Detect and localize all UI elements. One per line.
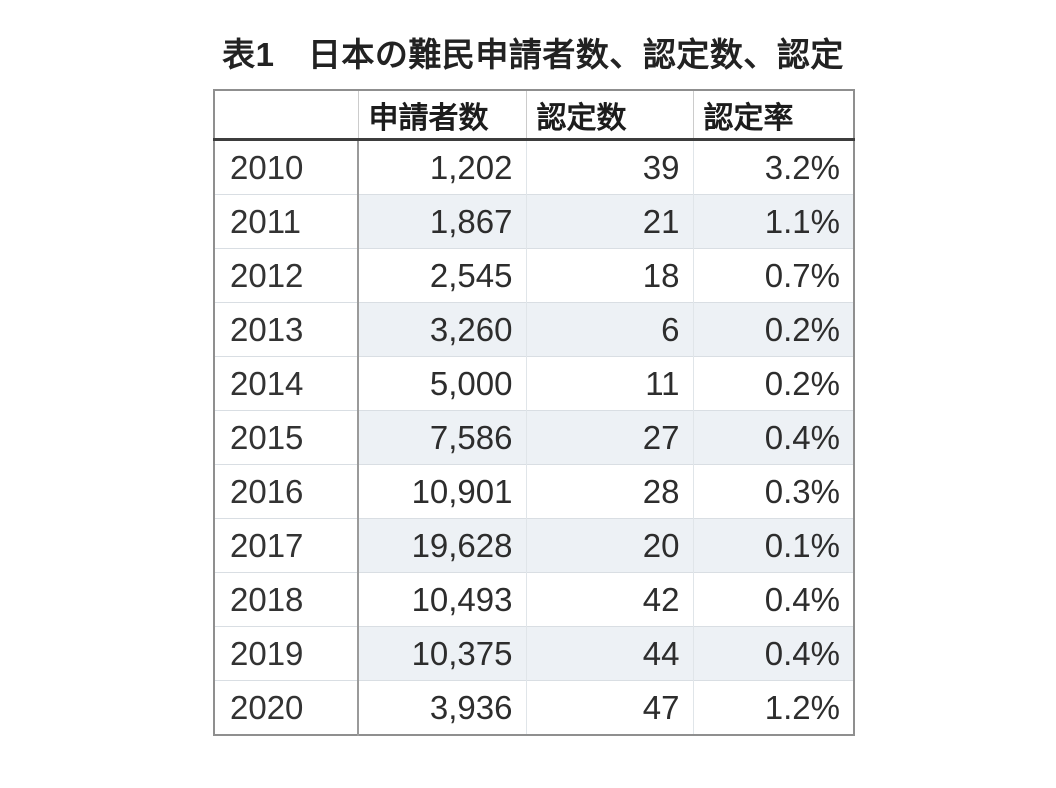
header-recognized: 認定数 [525, 90, 693, 141]
rate-cell: 3.2% [692, 139, 854, 195]
year-cell: 2013 [214, 302, 358, 357]
recognized-cell: 21 [525, 194, 693, 249]
applicants-cell: 3,936 [357, 680, 526, 735]
year-cell: 2017 [214, 518, 358, 573]
recognized-cell: 44 [525, 626, 693, 681]
rate-cell: 0.7% [692, 248, 854, 303]
recognized-cell: 28 [525, 464, 693, 519]
year-cell: 2020 [214, 680, 358, 735]
recognized-cell: 39 [525, 139, 693, 195]
table-row: 2018 10,493 42 0.4% [214, 572, 854, 627]
applicants-cell: 10,375 [357, 626, 526, 681]
applicants-cell: 2,545 [357, 248, 526, 303]
applicants-cell: 3,260 [357, 302, 526, 357]
rate-cell: 1.1% [692, 194, 854, 249]
year-cell: 2012 [214, 248, 358, 303]
applicants-cell: 10,493 [357, 572, 526, 627]
header-row: 申請者数 認定数 認定率 [214, 90, 854, 141]
year-cell: 2010 [214, 139, 358, 195]
header-applicants: 申請者数 [357, 90, 526, 141]
table-row: 2017 19,628 20 0.1% [214, 518, 854, 573]
header-year [214, 90, 358, 141]
rate-cell: 1.2% [692, 680, 854, 735]
applicants-cell: 19,628 [357, 518, 526, 573]
applicants-cell: 7,586 [357, 410, 526, 465]
rate-cell: 0.4% [692, 572, 854, 627]
year-cell: 2016 [214, 464, 358, 519]
table-row: 2011 1,867 21 1.1% [214, 194, 854, 249]
applicants-cell: 10,901 [357, 464, 526, 519]
rate-cell: 0.1% [692, 518, 854, 573]
recognized-cell: 20 [525, 518, 693, 573]
year-cell: 2011 [214, 194, 358, 249]
table-row: 2016 10,901 28 0.3% [214, 464, 854, 519]
rate-cell: 0.2% [692, 356, 854, 411]
rate-cell: 0.3% [692, 464, 854, 519]
table-row: 2019 10,375 44 0.4% [214, 626, 854, 681]
table-row: 2010 1,202 39 3.2% [214, 139, 854, 195]
applicants-cell: 1,202 [357, 139, 526, 195]
table-title: 表1 日本の難民申請者数、認定数、認定 [222, 36, 844, 73]
recognized-cell: 11 [525, 356, 693, 411]
year-cell: 2015 [214, 410, 358, 465]
recognized-cell: 18 [525, 248, 693, 303]
year-cell: 2018 [214, 572, 358, 627]
rate-cell: 0.2% [692, 302, 854, 357]
header-rate: 認定率 [692, 90, 854, 141]
applicants-cell: 5,000 [357, 356, 526, 411]
rate-cell: 0.4% [692, 410, 854, 465]
table-row: 2015 7,586 27 0.4% [214, 410, 854, 465]
rate-cell: 0.4% [692, 626, 854, 681]
table-row: 2014 5,000 11 0.2% [214, 356, 854, 411]
year-cell: 2014 [214, 356, 358, 411]
recognized-cell: 47 [525, 680, 693, 735]
table-row: 2012 2,545 18 0.7% [214, 248, 854, 303]
refugee-stats-table-container: 申請者数 認定数 認定率 2010 1,202 39 3.2% 2011 1,8… [213, 89, 855, 736]
refugee-stats-table: 申請者数 認定数 認定率 2010 1,202 39 3.2% 2011 1,8… [213, 89, 855, 736]
applicants-cell: 1,867 [357, 194, 526, 249]
recognized-cell: 42 [525, 572, 693, 627]
table-row: 2020 3,936 47 1.2% [214, 680, 854, 735]
recognized-cell: 27 [525, 410, 693, 465]
table-row: 2013 3,260 6 0.2% [214, 302, 854, 357]
year-cell: 2019 [214, 626, 358, 681]
recognized-cell: 6 [525, 302, 693, 357]
